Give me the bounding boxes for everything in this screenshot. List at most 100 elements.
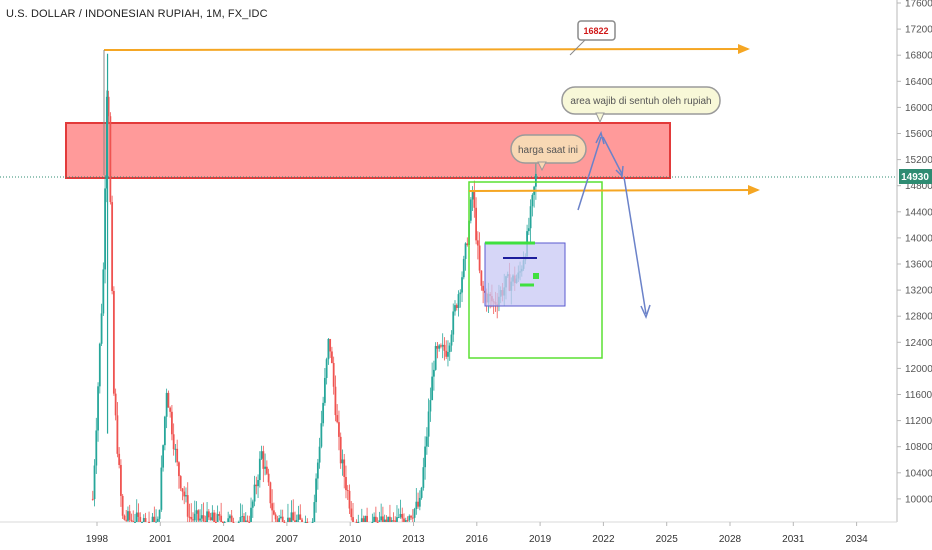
candle-body <box>281 516 284 522</box>
candle-body <box>329 338 332 352</box>
candle-body <box>209 517 212 521</box>
candle-body <box>171 411 173 435</box>
candle-body <box>216 514 219 522</box>
candle-body <box>193 513 196 521</box>
candle-body <box>239 516 242 522</box>
candle-body <box>112 290 115 394</box>
candle-body <box>531 194 534 207</box>
projection-path[interactable] <box>577 130 651 320</box>
candle-body <box>134 522 136 523</box>
candle-body <box>144 518 147 522</box>
candle-body <box>142 518 145 522</box>
candle-body <box>283 522 286 523</box>
candle-body <box>292 512 295 521</box>
candle-body <box>207 511 210 518</box>
candle-body <box>137 512 140 517</box>
time-tick-label: 2001 <box>149 534 172 545</box>
candle-body <box>158 509 161 519</box>
time-tick-label: 2034 <box>845 534 868 545</box>
candle-body <box>162 445 165 468</box>
candle-body <box>214 522 217 523</box>
candle-body <box>408 515 411 521</box>
time-tick-label: 2010 <box>339 534 362 545</box>
range-box[interactable] <box>484 242 566 307</box>
candle-body <box>153 516 156 522</box>
current-price-text: harga saat ini <box>518 145 578 156</box>
candle-body <box>406 520 409 522</box>
candle-body <box>241 516 244 518</box>
candle-body <box>100 313 103 344</box>
candle-body <box>257 480 259 487</box>
candle-body <box>339 436 342 464</box>
time-tick-label: 2031 <box>782 534 805 545</box>
candle-body <box>325 359 328 378</box>
candle-body <box>172 434 175 450</box>
candle-body <box>380 516 383 521</box>
candle-body <box>105 96 108 189</box>
candle-body <box>390 520 393 522</box>
support-arrow[interactable] <box>468 185 760 195</box>
candle-body <box>383 519 386 522</box>
candle-body <box>220 515 223 522</box>
candle-body <box>125 519 128 521</box>
candle-body <box>413 509 416 518</box>
candle-body <box>418 497 421 507</box>
candle-body <box>462 258 465 278</box>
candle-body <box>364 515 367 522</box>
candle-body <box>534 173 537 187</box>
candle-body <box>445 350 448 357</box>
candle-body <box>443 344 446 351</box>
candle-body <box>294 520 296 522</box>
candle-body <box>378 520 381 522</box>
candle-body <box>415 501 418 510</box>
time-tick-label: 2013 <box>402 534 425 545</box>
current-price-bubble[interactable]: harga saat ini <box>510 134 587 172</box>
candle-body <box>213 512 216 522</box>
candle-body <box>332 362 335 387</box>
candle-body <box>461 277 463 293</box>
candle-body <box>260 451 263 459</box>
peak-callout[interactable]: 16822 <box>569 20 616 56</box>
candle-body <box>401 513 404 519</box>
candle-body <box>338 422 340 437</box>
candle-body <box>93 465 96 500</box>
candle-body <box>362 518 365 522</box>
candle-body <box>169 407 172 412</box>
time-tick-label: 1998 <box>86 534 109 545</box>
candle-body <box>454 305 456 312</box>
time-axis: 1998 2001 2004 2007 2010 2013 2016 2019 2022 2025… <box>86 522 868 545</box>
price-axis: 10000 10400 10800 11200 11600 12000 12400 12800… <box>897 0 932 505</box>
candle-body <box>355 522 358 523</box>
price-tick-label: 17600 <box>905 0 932 10</box>
price-tick-label: 12000 <box>905 364 932 375</box>
candle-body <box>316 462 319 479</box>
time-tick-label: 2019 <box>529 534 552 545</box>
candle-body <box>455 305 458 308</box>
price-tick-label: 16400 <box>905 77 932 88</box>
candle-body <box>211 512 214 521</box>
candle-body <box>190 517 193 520</box>
peak-callout-text: 16822 <box>583 26 608 36</box>
time-tick-label: 2004 <box>212 534 235 545</box>
candle-body <box>475 207 477 241</box>
candle-body <box>304 522 307 523</box>
price-tick-label: 11200 <box>905 416 932 427</box>
target-area-text: area wajib di sentuh oleh rupiah <box>570 96 711 107</box>
consolidation-box[interactable] <box>468 181 603 359</box>
candle-body <box>315 478 317 503</box>
candle-body <box>227 518 230 522</box>
candle-body <box>290 512 293 522</box>
candle-body <box>155 521 157 523</box>
price-tick-label: 10800 <box>905 442 932 453</box>
candle-body <box>264 466 266 469</box>
candle-body <box>425 436 428 447</box>
peak-arrow[interactable] <box>103 44 750 54</box>
candle-body <box>271 503 274 511</box>
candle-body <box>123 515 126 520</box>
target-area-bubble[interactable]: area wajib di sentuh oleh rupiah <box>561 86 721 124</box>
candle-body <box>441 344 444 347</box>
candle-body <box>452 311 455 335</box>
candle-body <box>197 510 200 521</box>
candle-body <box>116 415 119 454</box>
